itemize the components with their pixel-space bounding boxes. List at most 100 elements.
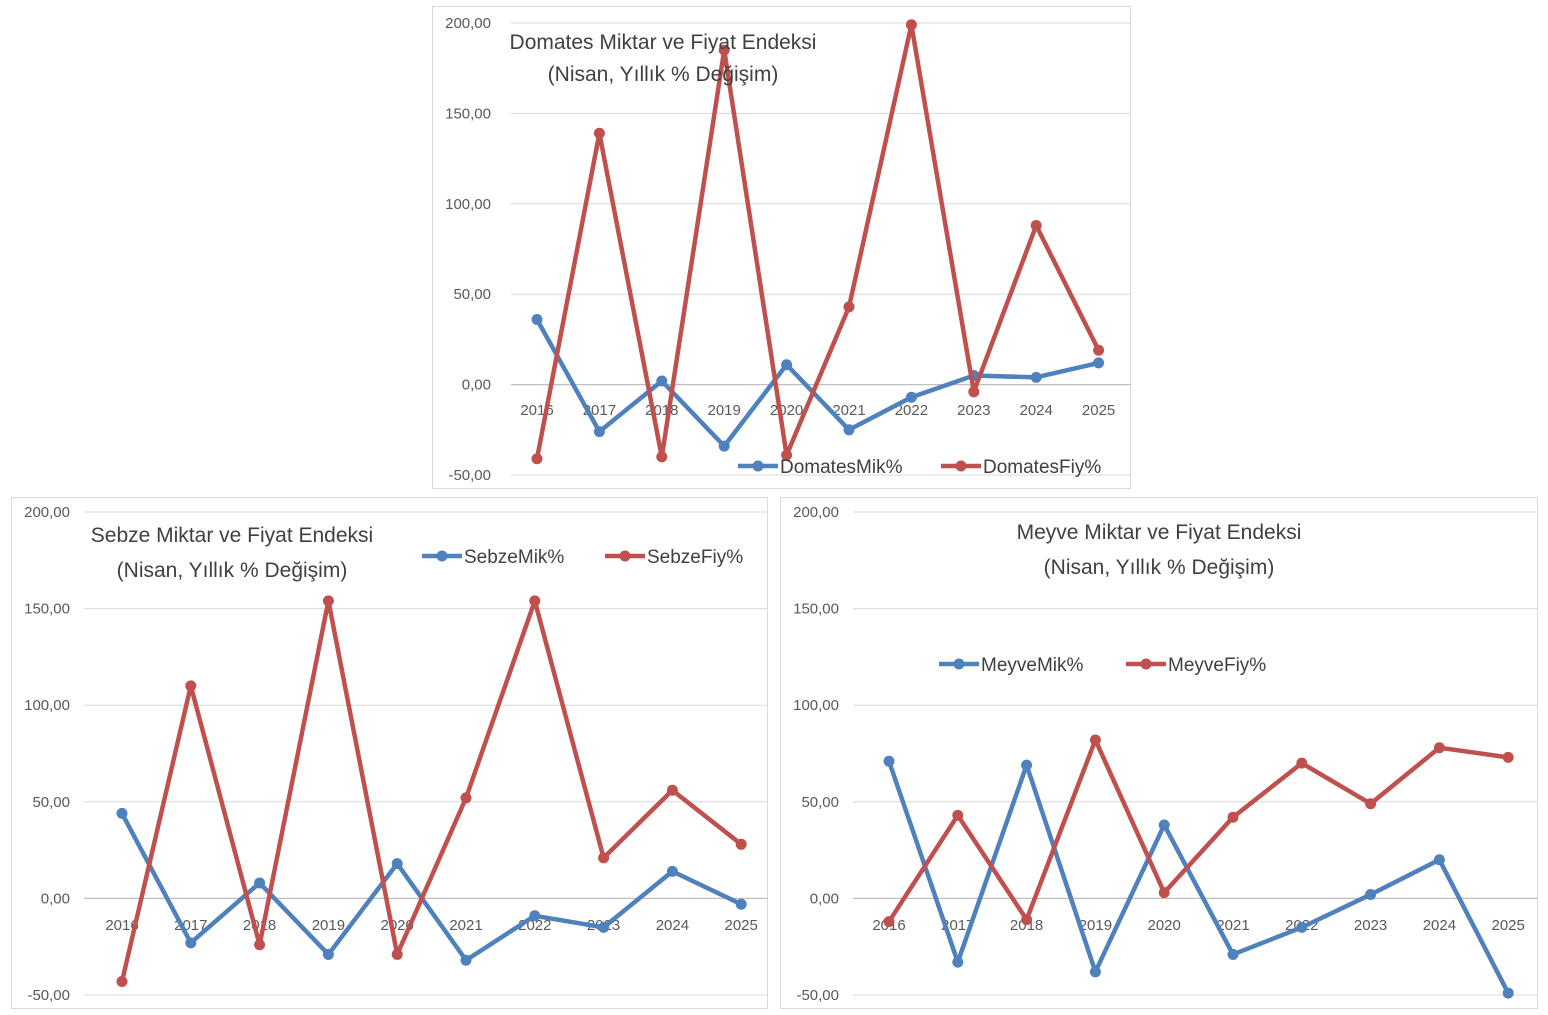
domates-series-line-fiyat bbox=[534, 22, 1101, 461]
meyve-data-point-fiyat bbox=[1021, 914, 1033, 926]
meyve-data-point-fiyat bbox=[1296, 757, 1308, 769]
domates-data-point-fiyat bbox=[1093, 344, 1105, 356]
meyve-data-point-fiyat bbox=[1158, 887, 1170, 899]
meyve-data-point-fiyat bbox=[952, 809, 964, 821]
meyve-x-tick-label: 2023 bbox=[1354, 917, 1387, 934]
meyve-y-tick-label: 200,00 bbox=[793, 504, 839, 521]
meyve-data-point-miktar bbox=[952, 956, 964, 968]
meyve-data-point-fiyat bbox=[1433, 742, 1445, 754]
meyve-data-point-miktar bbox=[1158, 819, 1170, 831]
sebze-data-point-miktar bbox=[254, 877, 266, 889]
sebze-data-point-miktar bbox=[116, 807, 128, 819]
meyve-data-point-miktar bbox=[1433, 854, 1445, 866]
sebze-data-point-fiyat bbox=[460, 792, 472, 804]
sebze-x-tick-label: 2016 bbox=[105, 917, 138, 934]
sebze-y-tick-label: 100,00 bbox=[24, 697, 70, 714]
domates-x-tick-label: 2025 bbox=[1082, 402, 1115, 419]
chart-panel-meyve: -50,000,0050,00100,00150,00200,002016201… bbox=[780, 497, 1538, 1009]
domates-y-tick-label: 200,00 bbox=[445, 15, 491, 32]
legend-swatch-marker bbox=[955, 460, 967, 472]
meyve-y-tick-label: 100,00 bbox=[793, 697, 839, 714]
domates-x-tick-label: 2022 bbox=[895, 402, 928, 419]
sebze-data-point-fiyat bbox=[666, 784, 678, 796]
legend-label: MeyveFiy% bbox=[1168, 655, 1266, 676]
sebze-x-tick-label: 2025 bbox=[725, 917, 758, 934]
domates-y-tick-label: 150,00 bbox=[445, 105, 491, 122]
meyve-legend-item-miktar: MeyveMik% bbox=[939, 655, 1084, 676]
domates-data-point-fiyat bbox=[968, 386, 980, 398]
meyve-series-line-fiyat bbox=[886, 737, 1511, 924]
sebze-data-point-miktar bbox=[598, 921, 610, 933]
sebze-data-point-miktar bbox=[460, 954, 472, 966]
domates-data-point-fiyat bbox=[1030, 219, 1042, 231]
meyve-data-point-miktar bbox=[1089, 966, 1101, 978]
domates-data-point-miktar bbox=[656, 375, 668, 387]
meyve-x-tick-label: 2017 bbox=[941, 917, 974, 934]
domates-chart-title-line2: (Nisan, Yıllık % Değişim) bbox=[548, 63, 779, 86]
domates-x-tick-label: 2021 bbox=[832, 402, 865, 419]
meyve-x-tick-label: 2025 bbox=[1492, 917, 1525, 934]
legend-label: SebzeMik% bbox=[464, 547, 564, 568]
domates-x-tick-label: 2019 bbox=[708, 402, 741, 419]
sebze-data-point-fiyat bbox=[322, 595, 334, 607]
sebze-data-point-miktar bbox=[185, 937, 197, 949]
sebze-x-tick-label: 2019 bbox=[312, 917, 345, 934]
sebze-data-point-fiyat bbox=[529, 595, 541, 607]
domates-data-point-miktar bbox=[531, 314, 543, 326]
sebze-legend-item-fiyat: SebzeFiy% bbox=[605, 547, 743, 568]
legend-swatch-marker bbox=[953, 658, 965, 670]
chart-meyve: -50,000,0050,00100,00150,00200,002016201… bbox=[793, 504, 1538, 1004]
legend-label: MeyveMik% bbox=[981, 655, 1084, 676]
domates-data-point-fiyat bbox=[843, 301, 855, 313]
sebze-data-point-fiyat bbox=[391, 948, 403, 960]
meyve-data-point-fiyat bbox=[1365, 798, 1377, 810]
meyve-x-tick-label: 2024 bbox=[1423, 917, 1456, 934]
domates-x-tick-label: 2023 bbox=[957, 402, 990, 419]
meyve-x-tick-label: 2019 bbox=[1079, 917, 1112, 934]
meyve-y-tick-label: 50,00 bbox=[801, 794, 839, 811]
meyve-y-tick-label: 0,00 bbox=[810, 890, 839, 907]
sebze-data-point-miktar bbox=[391, 858, 403, 870]
domates-data-point-fiyat bbox=[531, 453, 543, 465]
sebze-series-line-fiyat bbox=[119, 598, 744, 984]
domates-data-point-fiyat bbox=[656, 451, 668, 463]
meyve-y-tick-label: -50,00 bbox=[796, 987, 839, 1004]
sebze-data-point-miktar bbox=[735, 898, 747, 910]
domates-data-point-fiyat bbox=[905, 19, 917, 31]
domates-series-line-miktar bbox=[534, 317, 1101, 449]
sebze-chart-title-line1: Sebze Miktar ve Fiyat Endeksi bbox=[91, 524, 373, 547]
meyve-data-point-fiyat bbox=[1502, 751, 1514, 763]
sebze-y-tick-label: 50,00 bbox=[32, 794, 70, 811]
domates-x-tick-label: 2024 bbox=[1020, 402, 1053, 419]
domates-y-tick-label: 50,00 bbox=[453, 286, 491, 303]
sebze-data-point-miktar bbox=[529, 910, 541, 922]
legend-label: DomatesFiy% bbox=[983, 457, 1101, 478]
domates-legend-item-miktar: DomatesMik% bbox=[738, 457, 903, 478]
meyve-x-tick-label: 2021 bbox=[1216, 917, 1249, 934]
domates-data-point-miktar bbox=[905, 391, 917, 403]
chart-panel-domates: -50,00 0,00 50,00 100,00 150,00 200,00 2016 201… bbox=[432, 6, 1131, 489]
domates-data-point-miktar bbox=[843, 424, 855, 436]
sebze-data-point-fiyat bbox=[598, 852, 610, 864]
sebze-data-point-fiyat bbox=[735, 838, 747, 850]
sebze-y-tick-label: 0,00 bbox=[41, 890, 70, 907]
sebze-data-point-miktar bbox=[666, 865, 678, 877]
meyve-chart-title-line2: (Nisan, Yıllık % Değişim) bbox=[1044, 556, 1275, 579]
chart-sebze: -50,00 0,00 50,00 100,00 150,00 200,00 2016 201… bbox=[24, 504, 768, 1004]
sebze-data-point-miktar bbox=[322, 948, 334, 960]
domates-data-point-miktar bbox=[593, 426, 605, 438]
domates-data-point-miktar bbox=[718, 440, 730, 452]
domates-x-tick-label: 2020 bbox=[770, 402, 803, 419]
domates-data-point-miktar bbox=[1093, 357, 1105, 369]
legend-swatch-marker bbox=[619, 550, 631, 562]
domates-data-point-fiyat bbox=[593, 127, 605, 139]
meyve-data-point-miktar bbox=[1021, 759, 1033, 771]
domates-y-tick-label: -50,00 bbox=[448, 467, 491, 484]
domates-data-point-fiyat bbox=[781, 449, 793, 461]
legend-swatch-marker bbox=[436, 550, 448, 562]
meyve-data-point-miktar bbox=[1296, 921, 1308, 933]
domates-data-point-miktar bbox=[781, 359, 793, 371]
sebze-legend-item-miktar: SebzeMik% bbox=[422, 547, 564, 568]
legend-label: SebzeFiy% bbox=[647, 547, 743, 568]
